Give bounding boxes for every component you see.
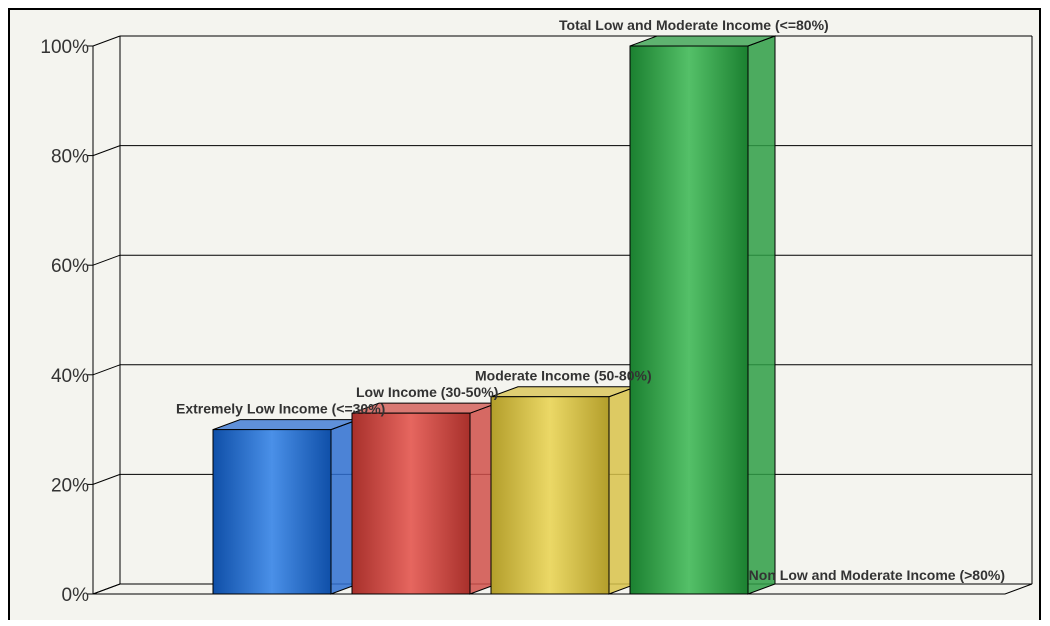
y-tick-label: 80%: [51, 147, 89, 168]
bar-label: Non Low and Moderate Income (>80%): [749, 567, 1005, 583]
bars-layer: [212, 35, 776, 595]
bar-top: [629, 35, 776, 47]
bar-top: [212, 419, 359, 431]
bar-label: Low Income (30-50%): [356, 384, 498, 400]
bar-label: Total Low and Moderate Income (<=80%): [559, 17, 829, 33]
grid-diagonal: [92, 364, 121, 376]
y-tick-label: 60%: [51, 256, 89, 277]
bar-top: [490, 386, 637, 398]
y-tick-label: 40%: [51, 366, 89, 387]
bar: [490, 396, 610, 595]
bar: [212, 429, 332, 595]
bar: [629, 45, 749, 595]
bar-side: [747, 35, 776, 595]
bar-label: Moderate Income (50-80%): [475, 368, 652, 384]
y-tick-label: 0%: [62, 585, 90, 606]
labels-layer: Extremely Low Income (<=30%)Low Income (…: [176, 17, 1005, 583]
grid-diagonal: [92, 473, 121, 485]
grid-diagonal: [92, 145, 121, 157]
bar-label: Extremely Low Income (<=30%): [176, 401, 385, 417]
grid-diagonal: [92, 254, 121, 266]
y-tick-label: 20%: [51, 475, 89, 496]
grid-diagonal: [92, 35, 121, 47]
y-tick-label: 100%: [40, 37, 89, 58]
bar: [351, 412, 471, 595]
